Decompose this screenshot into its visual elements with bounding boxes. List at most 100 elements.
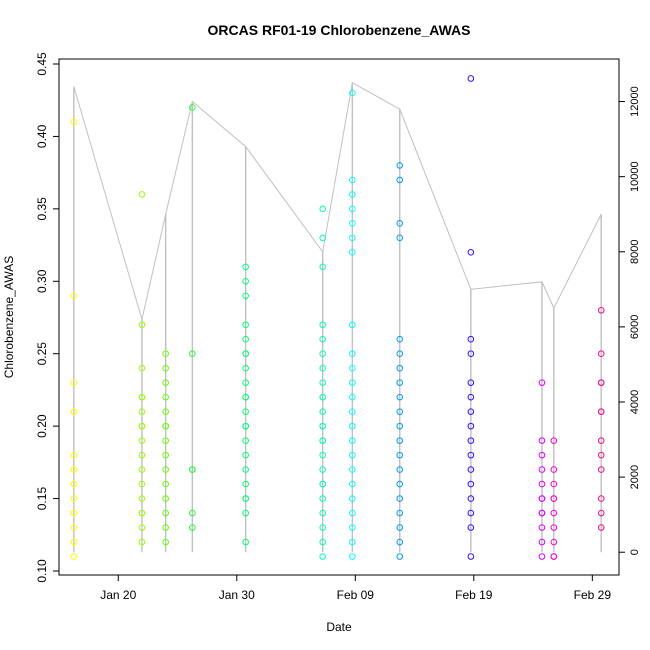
sample-point [396, 509, 404, 517]
sample-point [467, 466, 475, 473]
sample-point [138, 408, 146, 415]
sample-point [349, 234, 356, 242]
sample-point [538, 437, 546, 444]
sample-point [467, 75, 475, 82]
sample-point [319, 408, 327, 415]
sample-point [319, 451, 327, 459]
sample-point [138, 509, 146, 517]
sample-point [396, 553, 404, 560]
sample-point [189, 104, 196, 111]
sample-point [597, 437, 605, 444]
sample-point [162, 495, 169, 502]
sample-point [396, 466, 404, 473]
sample-point [70, 379, 78, 386]
sample-point [396, 480, 404, 488]
sample-point [396, 393, 404, 401]
sample-point [396, 538, 404, 546]
sample-point [138, 451, 146, 459]
sample-point [242, 263, 249, 271]
sample-point [242, 335, 249, 343]
sample-point [242, 437, 249, 444]
y-axis-label: Chlorobenzene_AWAS [2, 256, 16, 379]
y-tick-label: 0.45 [35, 52, 49, 76]
sample-point [538, 553, 546, 560]
sample-point [242, 379, 249, 386]
sample-point [70, 538, 78, 546]
sample-point [70, 553, 78, 560]
secondary-y-tick-label: 2000 [629, 465, 641, 489]
secondary-y-axis: 0 2000 4000 6000 8000 10000 12000 [618, 86, 641, 555]
sample-point [349, 480, 356, 488]
sample-point [242, 408, 249, 415]
sample-point [138, 495, 146, 502]
sample-point [70, 451, 78, 459]
sample-point [396, 451, 404, 459]
sample-point [349, 205, 356, 213]
sample-point [349, 495, 356, 502]
x-axis: Jan 20 Jan 30 Feb 09 Feb 19 Feb 29 [100, 574, 611, 602]
sample-point [396, 176, 404, 184]
sample-point [349, 538, 356, 546]
y-tick-label: 0.25 [35, 342, 49, 366]
sample-point [319, 553, 327, 560]
sample-point [319, 480, 327, 488]
sample-point [242, 509, 249, 517]
y-tick-label: 0.10 [35, 559, 49, 583]
x-tick-label: Jan 30 [219, 588, 255, 602]
sample-point [538, 495, 546, 502]
sample-point [538, 480, 546, 488]
sample-point [349, 408, 356, 415]
y-tick-label: 0.40 [35, 124, 49, 148]
secondary-y-tick-label: 8000 [629, 240, 641, 264]
sample-point [349, 191, 356, 198]
sample-point [162, 466, 169, 473]
sample-point [396, 437, 404, 444]
sample-point [319, 321, 327, 329]
sample-point [242, 350, 249, 358]
chart-title: ORCAS RF01-19 Chlorobenzene_AWAS [208, 22, 471, 38]
sample-point [242, 292, 249, 300]
sample-point [349, 89, 356, 97]
sample-point [319, 524, 327, 531]
x-axis-label: Date [326, 620, 352, 634]
sample-point [467, 451, 475, 459]
sample-point [467, 437, 475, 444]
sample-point [138, 364, 146, 372]
sample-point [189, 466, 196, 473]
sample-point [162, 408, 169, 415]
sample-point [467, 350, 475, 358]
sample-point [70, 466, 78, 473]
sample-point [349, 437, 356, 444]
sample-point [396, 335, 404, 343]
sample-point [538, 379, 546, 386]
sample-point [396, 234, 404, 242]
sample-point [597, 408, 605, 415]
y-tick-label: 0.20 [35, 414, 49, 438]
sample-point [319, 466, 327, 473]
x-tick-label: Feb 09 [337, 588, 375, 602]
sample-point [550, 437, 558, 444]
sample-point [162, 393, 169, 401]
sample-point [597, 451, 605, 459]
sample-point [396, 495, 404, 502]
sample-point [349, 379, 356, 386]
sample-point [319, 335, 327, 343]
y-axis: 0.10 0.15 0.20 0.25 0.30 0.35 0.40 0.45 [35, 52, 60, 583]
sample-point [319, 538, 327, 546]
sample-point [467, 495, 475, 502]
sample-point [349, 524, 356, 531]
sample-point [467, 509, 475, 517]
sample-point [349, 393, 356, 401]
sample-point [597, 350, 605, 358]
sample-point [138, 437, 146, 444]
sample-point [138, 524, 146, 531]
sample-point [467, 553, 475, 560]
sample-point [349, 220, 356, 227]
sample-point [162, 480, 169, 488]
sample-point [467, 524, 475, 531]
sample-point [70, 408, 78, 415]
sample-point [467, 480, 475, 488]
sample-point [319, 437, 327, 444]
sample-point [189, 524, 196, 531]
